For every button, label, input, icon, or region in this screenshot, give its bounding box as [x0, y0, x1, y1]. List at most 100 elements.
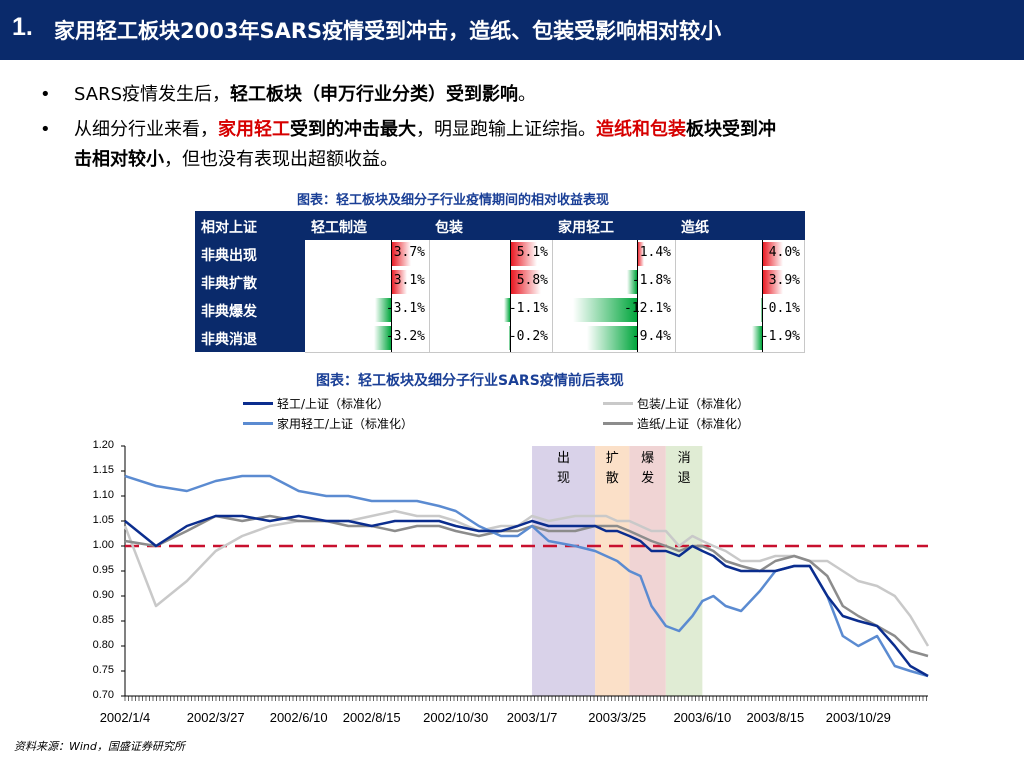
period-band: [532, 446, 596, 696]
cell-value: -9.4%: [631, 329, 671, 344]
bullet-2-emphasis: 击相对较小: [74, 149, 164, 170]
row-label-text: 非典爆发: [201, 304, 257, 320]
databar-axis: [510, 324, 511, 352]
period-label: 出现: [557, 451, 571, 486]
positive-databar: [762, 270, 783, 294]
databar-axis: [762, 296, 763, 324]
table-cell: -0.1%: [676, 296, 805, 325]
chart-title: 图表：轻工板块及细分子行业SARS疫情前后表现: [316, 373, 624, 389]
x-tick-label: 2002/1/4: [99, 710, 151, 725]
databar-axis: [510, 240, 511, 268]
positive-databar: [637, 242, 645, 266]
cell-value: 5.8%: [516, 273, 548, 288]
y-tick-label: 0.80: [92, 639, 114, 651]
period-label: 扩散: [605, 451, 619, 486]
table-cell: -1.9%: [676, 324, 805, 353]
table-cell: -3.2%: [305, 324, 430, 353]
legend-label: 包装/上证（标准化）: [637, 397, 750, 411]
y-tick-label: 0.75: [92, 664, 114, 676]
series-line: [124, 514, 929, 678]
negative-databar: [572, 298, 637, 322]
databar-axis: [637, 240, 638, 268]
table-corner-label: 相对上证: [201, 220, 257, 236]
positive-databar: [762, 242, 784, 266]
y-tick-label: 1.05: [92, 514, 114, 526]
y-tick-label: 0.70: [92, 689, 114, 701]
cell-value: -12.1%: [624, 301, 671, 316]
row-label-text: 非典出现: [201, 248, 257, 264]
cell-value: -3.1%: [385, 301, 425, 316]
databar-axis: [391, 296, 392, 324]
databar-axis: [637, 268, 638, 296]
series-line: [124, 474, 929, 678]
x-tick-label: 2003/3/25: [588, 710, 647, 725]
source-note: 资料来源：Wind，国盛证券研究所: [14, 740, 185, 753]
cell-value: 4.0%: [768, 245, 800, 260]
cell-value: -3.2%: [385, 329, 425, 344]
bullet-1: SARS疫情发生后，轻工板块（申万行业分类）受到影响。: [74, 80, 979, 110]
title-number: 1.: [12, 13, 33, 41]
x-tick-label: 2003/10/29: [825, 710, 891, 725]
x-tick-label: 2003/8/15: [746, 710, 805, 725]
negative-databar: [627, 270, 637, 294]
y-tick-label: 1.15: [92, 464, 114, 476]
y-tick-label: 0.85: [92, 614, 114, 626]
table-cell: -12.1%: [553, 296, 676, 325]
table-cell: 5.8%: [430, 268, 553, 297]
negative-databar: [508, 326, 510, 350]
positive-databar: [510, 242, 538, 266]
period-band: [629, 446, 666, 696]
x-tick-label: 2003/1/7: [506, 710, 558, 725]
legend-swatch-packaging: [603, 402, 633, 405]
row-label-text: 非典扩散: [201, 276, 257, 292]
table-cell: 4.0%: [676, 240, 805, 269]
legend-label: 轻工/上证（标准化）: [277, 397, 390, 411]
y-tick-label: 1.00: [92, 539, 114, 551]
databar-axis: [762, 324, 763, 352]
cell-value: -1.1%: [508, 301, 548, 316]
table-cell: -9.4%: [553, 324, 676, 353]
databar-axis: [391, 268, 392, 296]
table-cell: 1.4%: [553, 240, 676, 269]
bullet-2: 从细分行业来看，家用轻工受到的冲击最大，明显跑输上证综指。造纸和包装板块受到冲击…: [74, 115, 979, 175]
table-row-label: 非典消退: [195, 324, 305, 352]
period-label: 爆发: [641, 451, 655, 486]
bullet-2-part: 从细分行业来看，: [74, 119, 218, 140]
bullet-marker-1: •: [40, 84, 51, 105]
bullet-2-part: ，明显跑输上证综指。: [416, 119, 596, 140]
cell-value: -1.9%: [760, 329, 800, 344]
table-cell: 3.1%: [305, 268, 430, 297]
legend-swatch-paper: [603, 422, 633, 425]
table-row-label: 非典扩散: [195, 268, 305, 296]
bullet-2-part: ，但也没有表现出超额收益。: [164, 149, 398, 170]
bullet-1-part: 。: [518, 84, 537, 105]
table-header-row: 轻工制造 包装 家用轻工 造纸: [305, 211, 805, 240]
bullet-2-red: 家用轻工: [218, 119, 290, 140]
cell-value: 3.7%: [393, 245, 425, 260]
bullet-2-emphasis: 板块受到冲: [686, 119, 776, 140]
column-header: 轻工制造: [311, 220, 367, 236]
x-tick-label: 2002/3/27: [186, 710, 245, 725]
period-label: 消退: [677, 451, 691, 486]
period-band: [595, 446, 630, 696]
title-bar: 1. 家用轻工板块2003年SARS疫情受到冲击，造纸、包装受影响相对较小: [0, 0, 1024, 60]
table-cell: 3.9%: [676, 268, 805, 297]
legend-label: 造纸/上证（标准化）: [637, 417, 750, 431]
row-label-text: 非典消退: [201, 332, 257, 348]
bullet-marker-2: •: [40, 119, 51, 140]
page-title: 家用轻工板块2003年SARS疫情受到冲击，造纸、包装受影响相对较小: [54, 19, 722, 43]
positive-databar: [391, 270, 408, 294]
databar-axis: [637, 324, 638, 352]
series-line: [124, 514, 929, 658]
column-header: 包装: [435, 220, 463, 236]
bullet-2-emphasis: 受到的冲击最大: [290, 119, 416, 140]
negative-databar: [751, 326, 762, 350]
databar-axis: [391, 324, 392, 352]
bullet-1-part: SARS疫情发生后，: [74, 84, 231, 105]
databar-axis: [762, 240, 763, 268]
negative-databar: [374, 298, 391, 322]
databar-axis: [637, 296, 638, 324]
databar-axis: [510, 268, 511, 296]
x-tick-label: 2003/6/10: [673, 710, 732, 725]
table-header-corner: 相对上证: [195, 211, 305, 240]
